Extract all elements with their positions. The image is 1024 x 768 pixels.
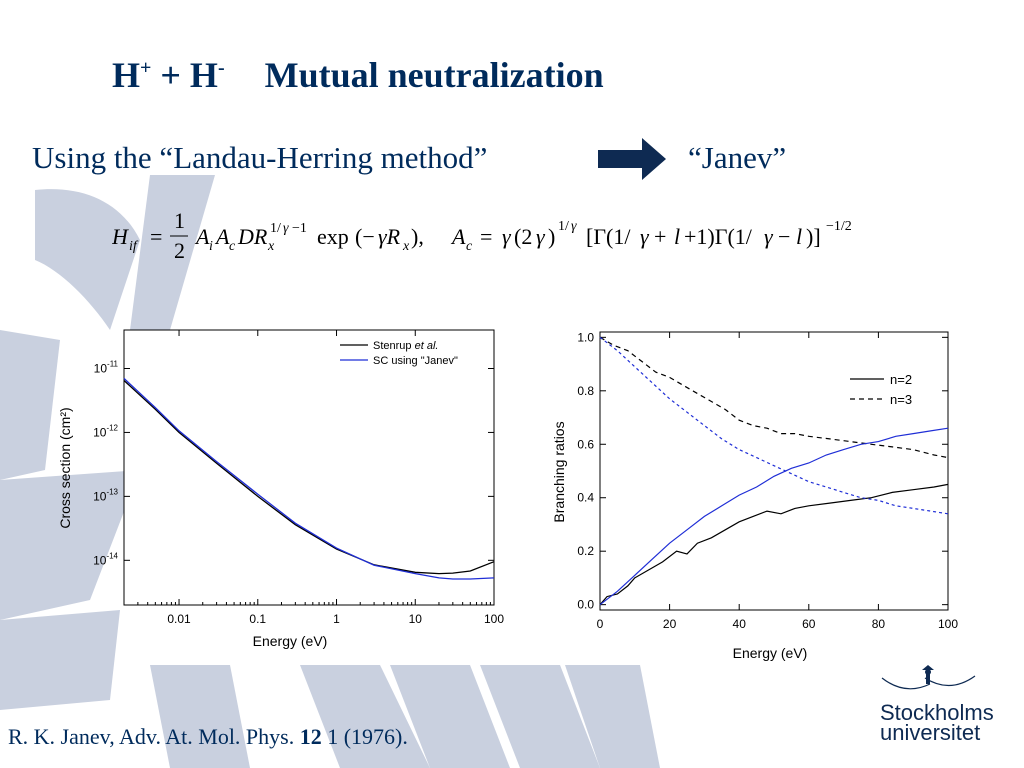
series-line-0 <box>123 380 495 575</box>
x-tick-label: 10 <box>409 612 423 626</box>
title-minus-sup: - <box>217 57 225 79</box>
y-tick-label: 0.4 <box>577 491 594 505</box>
svg-text:c: c <box>229 239 236 254</box>
y-tick-label: 0.8 <box>577 384 594 398</box>
svg-text:−1: −1 <box>292 221 307 236</box>
svg-text:+: + <box>654 224 666 249</box>
svg-text:(−: (− <box>355 224 375 249</box>
svg-text:−1/2: −1/2 <box>826 219 852 234</box>
title-h1: H <box>112 55 141 95</box>
svg-text:)]: )] <box>806 224 821 249</box>
svg-text:): ) <box>548 224 555 249</box>
y-tick-label: 0.6 <box>577 437 594 451</box>
arrow-right-icon <box>598 138 666 180</box>
svg-text:γ: γ <box>571 219 577 234</box>
svg-text:γ: γ <box>283 221 289 236</box>
series-line-0 <box>599 483 949 606</box>
title-h2: + H <box>151 55 218 95</box>
svg-text:=: = <box>150 224 162 249</box>
x-tick-label: 60 <box>802 617 816 631</box>
y-axis-label: Branching ratios <box>551 421 567 522</box>
svg-text:=: = <box>480 224 492 249</box>
svg-text:),: ), <box>411 224 424 249</box>
formula: H if = 1 2 A i A c DR x 1/ γ −1 exp (− γ… <box>112 208 852 263</box>
svg-text:−: − <box>778 224 790 249</box>
janev-label: “Janev” <box>688 140 787 175</box>
method-subtitle: Using the “Landau-Herring method” <box>32 140 488 175</box>
svg-text:1: 1 <box>174 208 185 233</box>
legend-sc-janev: SC using "Janev" <box>373 355 458 367</box>
slide-title: H+ + H- Mutual neutralization <box>112 54 604 96</box>
svg-text:1/: 1/ <box>558 219 569 234</box>
svg-text:[Γ(1/: [Γ(1/ <box>586 224 631 249</box>
x-axis-label: Energy (eV) <box>733 645 808 661</box>
citation-volume: 12 <box>299 724 322 749</box>
plot-frame <box>599 331 949 611</box>
citation: R. K. Janev, Adv. At. Mol. Phys. 12 1 (1… <box>8 724 408 750</box>
branching-ratios-chart: 0 20 40 60 80 100 0.0 0.2 0.4 0.6 0.8 1.0 Energy (e… <box>551 330 958 661</box>
x-tick-label: 0.1 <box>249 612 266 626</box>
svg-text:γ: γ <box>640 224 650 249</box>
svg-text:c: c <box>466 239 473 254</box>
svg-text:A: A <box>194 224 210 249</box>
svg-text:x: x <box>402 239 410 254</box>
y-tick-label: 10-11 <box>94 359 119 375</box>
y-tick-label: 0.0 <box>577 598 594 612</box>
x-tick-label: 40 <box>733 617 747 631</box>
svg-text:γ: γ <box>502 224 512 249</box>
svg-text:exp: exp <box>317 224 349 249</box>
svg-text:l: l <box>674 224 680 249</box>
cross-section-chart: 0.01 0.1 1 10 100 10-11 10-12 10-13 10-14 Energy… <box>57 329 504 649</box>
series-line-1 <box>123 377 495 580</box>
series-line-2 <box>599 427 949 606</box>
svg-text:DR: DR <box>237 224 268 249</box>
svg-text:A: A <box>450 224 466 249</box>
svg-text:γR: γR <box>378 224 401 249</box>
svg-text:i: i <box>209 239 213 254</box>
svg-text:A: A <box>214 224 230 249</box>
title-plus-sup: + <box>140 57 152 79</box>
svg-text:1/: 1/ <box>270 221 281 236</box>
svg-text:2: 2 <box>174 238 185 263</box>
y-tick-label: 10-12 <box>93 423 118 439</box>
logo-text-stockholms: Stockholms <box>880 700 994 725</box>
series-line-3 <box>599 336 949 515</box>
citation-authors: R. K. Janev, Adv. At. Mol. Phys. <box>8 724 300 749</box>
citation-rest: 1 (1976). <box>321 724 408 749</box>
svg-text:γ: γ <box>764 224 774 249</box>
svg-text:+1)Γ(1/: +1)Γ(1/ <box>684 224 753 249</box>
x-axis-label: Energy (eV) <box>253 633 328 649</box>
legend-n3: n=3 <box>890 392 912 407</box>
y-tick-label: 10-14 <box>93 551 118 567</box>
legend-stenrup: Stenrup et al. <box>373 340 438 352</box>
x-tick-label: 100 <box>484 612 504 626</box>
x-tick-label: 0.01 <box>167 612 191 626</box>
legend-n2: n=2 <box>890 372 912 387</box>
legend: Stenrup et al. SC using "Janev" <box>340 340 458 367</box>
svg-text:(2: (2 <box>514 224 532 249</box>
plot-frame <box>123 329 495 606</box>
legend: n=2 n=3 <box>850 372 912 407</box>
y-tick-label: 10-13 <box>93 487 118 503</box>
y-tick-label: 1.0 <box>577 330 594 344</box>
svg-text:if: if <box>129 239 139 254</box>
x-tick-label: 1 <box>333 612 340 626</box>
svg-text:l: l <box>796 224 802 249</box>
y-axis-label: Cross section (cm²) <box>57 407 73 528</box>
svg-text:x: x <box>267 239 275 254</box>
y-tick-label: 0.2 <box>577 544 594 558</box>
x-tick-label: 80 <box>872 617 886 631</box>
logo-text-universitet: universitet <box>880 720 981 745</box>
svg-text:γ: γ <box>536 224 546 249</box>
stockholm-university-logo: Stockholms universitet <box>870 664 1010 745</box>
university-crest-icon <box>881 665 976 690</box>
title-mutual-neutralization: Mutual neutralization <box>264 55 604 95</box>
x-tick-label: 0 <box>597 617 604 631</box>
x-tick-label: 100 <box>938 617 958 631</box>
svg-text:H: H <box>112 224 129 249</box>
x-tick-label: 20 <box>663 617 677 631</box>
